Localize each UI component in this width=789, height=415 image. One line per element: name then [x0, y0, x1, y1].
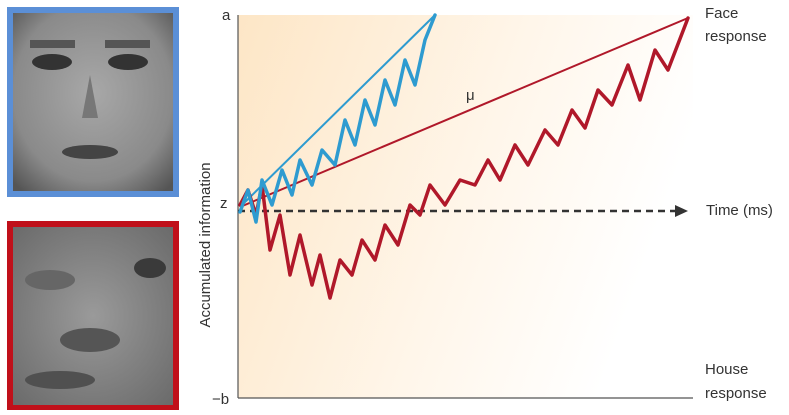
threshold-label: a — [222, 7, 231, 24]
start-label: z — [220, 195, 228, 212]
response-label: Face — [705, 5, 738, 22]
house-image — [7, 221, 179, 411]
plot-background — [238, 15, 693, 398]
arrow-head — [675, 205, 688, 217]
x-axis-title: Time (ms) — [706, 202, 773, 219]
noisy-trajectory — [238, 16, 690, 300]
response-label: response — [705, 28, 767, 45]
threshold-label: −b — [212, 391, 229, 408]
face-image — [7, 7, 179, 197]
noisy-trajectory — [238, 13, 437, 224]
y-axis-title: Accumulated information — [197, 162, 214, 327]
response-label: House — [705, 361, 748, 378]
response-label: response — [705, 385, 767, 402]
drift-label: μ — [466, 87, 475, 104]
face-drift-line — [239, 14, 436, 208]
